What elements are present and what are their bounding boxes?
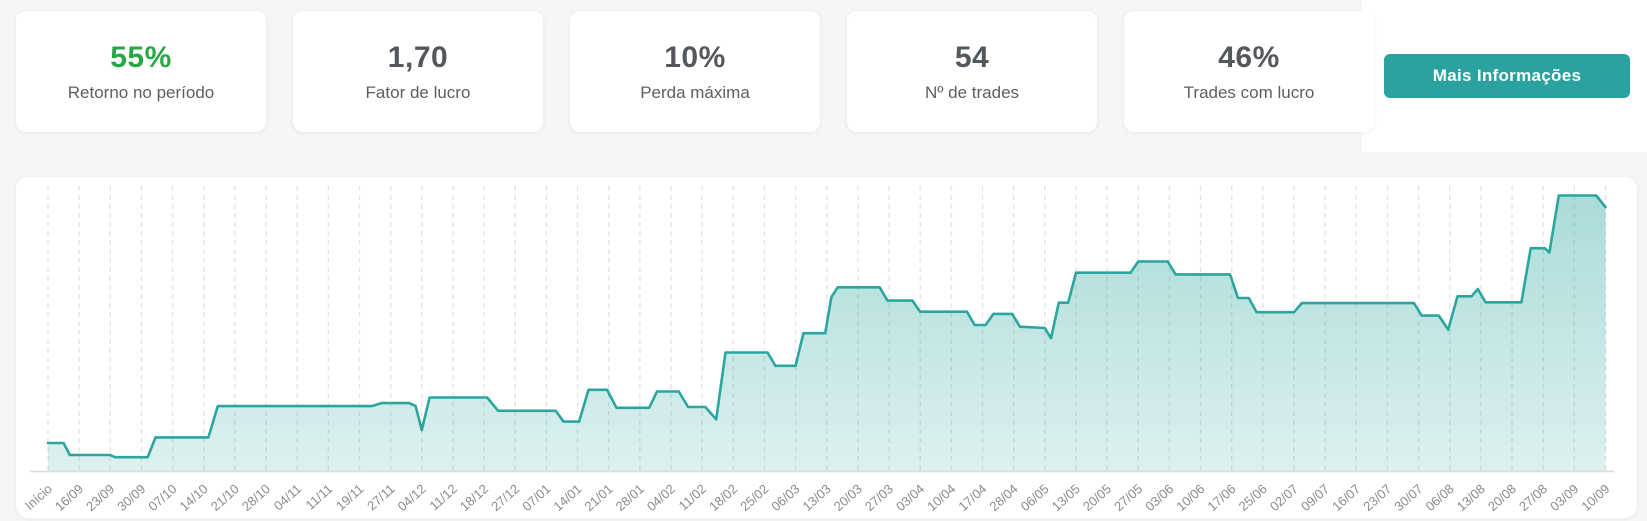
x-axis-label: 09/07 — [1298, 481, 1332, 514]
x-axis-label: 03/06 — [1142, 481, 1176, 514]
stat-card-perda-maxima: 10% Perda máxima — [570, 11, 820, 132]
stat-label-fator-lucro: Fator de lucro — [365, 82, 471, 102]
x-axis-label: 25/06 — [1236, 481, 1270, 514]
x-axis-label: 13/08 — [1454, 481, 1488, 514]
x-axis-label: 11/12 — [426, 481, 460, 513]
stat-value-perda-maxima: 10% — [664, 40, 726, 74]
x-axis-label: 10/09 — [1578, 481, 1612, 514]
x-axis-label: 18/02 — [706, 481, 740, 514]
stat-value-num-trades: 54 — [954, 40, 990, 74]
x-axis-label: 04/11 — [271, 481, 305, 513]
stat-label-perda-maxima: Perda máxima — [640, 82, 750, 102]
stat-card-retorno: 55% Retorno no período — [16, 11, 266, 132]
x-axis-label: 04/12 — [395, 481, 429, 514]
x-axis-label: 10/04 — [924, 481, 958, 514]
equity-chart-panel: Início 16/09 23/09 30/09 07/10 14/10 21/10 28/1… — [16, 177, 1637, 518]
stat-value-retorno: 55% — [110, 40, 172, 74]
x-axis-label: 07/10 — [145, 481, 179, 514]
x-axis-label: 14/01 — [550, 481, 584, 514]
stat-label-trades-lucro: Trades com lucro — [1183, 82, 1315, 102]
equity-line — [46, 194, 1607, 459]
x-axis-label: 20/05 — [1080, 481, 1114, 514]
x-axis-label: 04/02 — [644, 481, 678, 514]
x-axis-label: 21/10 — [208, 481, 242, 514]
x-axis-label: 07/01 — [519, 481, 553, 514]
x-axis-label: 06/08 — [1423, 481, 1457, 514]
x-axis-label: 11/11 — [303, 481, 336, 513]
x-axis-label: 28/04 — [986, 481, 1020, 514]
x-axis-label: 03/09 — [1547, 481, 1581, 514]
stat-card-trades-lucro: 46% Trades com lucro — [1124, 11, 1374, 132]
equity-area-fill — [48, 195, 1606, 471]
stat-value-trades-lucro: 46% — [1218, 40, 1280, 74]
stats-cards-row: 55% Retorno no período 1,70 Fator de luc… — [16, 11, 1374, 132]
x-axis-label: 25/02 — [737, 481, 771, 514]
x-axis-label: 27/05 — [1111, 481, 1145, 514]
x-axis-label: 30/07 — [1391, 481, 1425, 514]
x-axis-label: 16/07 — [1329, 481, 1363, 514]
x-axis-labels: Início16/0923/0930/0907/1014/1021/1028/1… — [22, 481, 1613, 514]
x-axis-label: 18/12 — [457, 481, 491, 514]
x-axis-label: 19/11 — [333, 481, 367, 513]
x-axis-label: 20/03 — [831, 481, 865, 514]
x-axis-label: Início — [22, 481, 55, 513]
more-info-button[interactable]: Mais Informações — [1384, 54, 1630, 98]
x-axis-label: 23/09 — [83, 481, 117, 514]
x-axis-label: 27/03 — [862, 481, 896, 514]
stat-card-fator-lucro: 1,70 Fator de lucro — [293, 11, 543, 132]
x-axis-label: 20/08 — [1485, 481, 1519, 514]
x-axis-label: 17/04 — [955, 481, 989, 514]
x-axis-label: 21/01 — [581, 481, 615, 514]
x-axis-label: 10/06 — [1173, 481, 1207, 514]
equity-area-chart[interactable]: Início16/0923/0930/0907/1014/1021/1028/1… — [16, 177, 1637, 518]
x-axis-label: 13/03 — [800, 481, 834, 514]
x-axis-label: 27/08 — [1516, 481, 1550, 514]
x-axis-label: 06/03 — [768, 481, 802, 514]
stat-label-num-trades: Nº de trades — [924, 82, 1020, 102]
x-axis-label: 27/11 — [364, 481, 398, 513]
x-axis-label: 27/12 — [488, 481, 522, 514]
stat-label-retorno: Retorno no período — [67, 82, 215, 102]
x-axis-label: 28/01 — [613, 481, 647, 514]
x-axis-label: 17/06 — [1204, 481, 1238, 514]
x-axis-label: 03/04 — [893, 481, 927, 514]
x-axis-label: 13/05 — [1049, 481, 1083, 514]
x-axis-label: 16/09 — [52, 481, 86, 514]
x-axis-label: 30/09 — [114, 481, 148, 514]
stat-value-fator-lucro: 1,70 — [387, 40, 449, 74]
x-axis-label: 23/07 — [1360, 481, 1394, 514]
x-axis-label: 14/10 — [177, 481, 211, 514]
x-axis-label: 02/07 — [1267, 481, 1301, 514]
x-axis-label: 11/02 — [676, 481, 710, 513]
stat-card-num-trades: 54 Nº de trades — [847, 11, 1097, 132]
x-axis-label: 06/05 — [1018, 481, 1052, 514]
x-axis-label: 28/10 — [239, 481, 273, 514]
